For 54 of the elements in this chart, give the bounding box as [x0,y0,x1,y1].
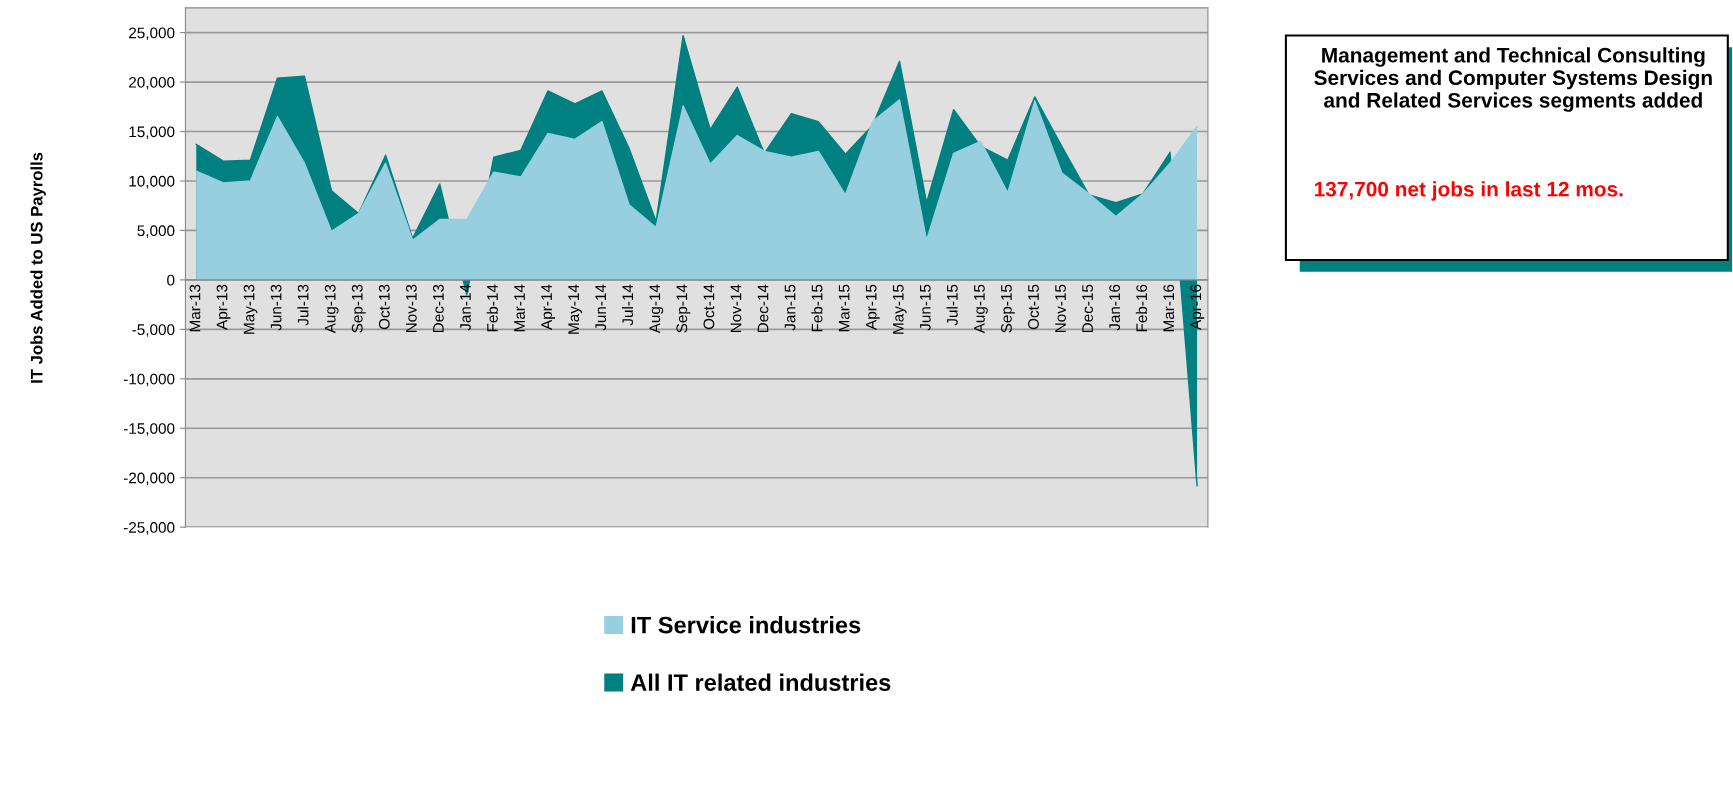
x-tick-label: Jul-15 [946,284,958,326]
x-tick-label: Jan-14 [460,284,471,331]
x-tick-label: Mar-15 [838,284,850,332]
x-tick-label: Feb-15 [811,284,823,332]
y-tick-label: -15,000 [123,423,175,436]
x-tick-label: Oct-15 [1028,284,1039,330]
x-tick-label: Oct-14 [703,284,715,330]
y-tick-label: -25,000 [123,522,175,535]
y-tick-label: 20,000 [129,76,175,90]
x-tick-label: Nov-15 [1055,284,1066,333]
x-tick-label: May-13 [243,284,258,334]
x-tick-label: Sep-13 [351,284,366,333]
x-tick-label: Nov-13 [405,284,417,333]
y-tick-label: 0 [167,274,175,286]
x-tick-label: Mar-13 [189,284,201,332]
y-tick-label: 10,000 [129,175,175,189]
text: Management and Technical Consulting Services and Computer Systems Design and Related Services segments added [1314,47,1712,112]
x-tick-label: Sep-15 [1001,284,1015,333]
y-tick-label: -5,000 [132,324,175,337]
x-tick-label: Jul-14 [621,284,634,326]
x-tick-label: Jun-14 [595,284,607,331]
x-tick-label: Apr-15 [865,284,880,330]
x-tick-label: Nov-14 [730,284,742,333]
x-tick-label: Aug-13 [324,284,339,334]
x-tick-label: May-14 [568,284,583,334]
x-tick-label: Jan-15 [784,284,796,331]
y-axis-title: IT Jobs Added to US Payrolls [30,152,46,383]
y-tick-label: 25,000 [129,27,175,41]
y-tick-label: 5,000 [137,225,175,238]
text: 137,700 net jobs in last 12 mos. [1314,181,1623,201]
x-tick-label: Feb-16 [1135,284,1148,332]
x-tick-label: May-15 [892,284,907,334]
y-tick-label: -20,000 [123,472,175,486]
x-tick-label: Aug-15 [974,284,988,334]
x-tick-label: Jul-13 [297,284,309,326]
x-tick-label: Dec-15 [1082,284,1093,333]
x-tick-label: Apr-14 [541,284,556,330]
x-tick-label: Dec-14 [757,284,769,333]
x-tick-label: Jun-15 [920,284,931,331]
y-tick-label: -10,000 [123,373,175,387]
x-tick-label: Mar-14 [514,284,525,332]
x-tick-label: Jun-13 [270,284,282,331]
legend-label: All IT related industries [630,673,891,691]
x-tick-label: Apr-13 [216,284,231,330]
x-tick-label: Aug-14 [649,284,664,334]
x-tick-label: Mar-16 [1163,284,1175,332]
x-tick-label: Feb-14 [486,284,498,332]
y-tick-label: 15,000 [129,126,175,140]
x-tick-label: Apr-16 [1190,284,1205,330]
x-tick-label: Sep-14 [676,284,691,333]
x-tick-label: Oct-13 [378,284,390,330]
legend-label: IT Service industries [631,616,861,634]
x-tick-label: Jan-16 [1109,284,1121,331]
x-tick-label: Dec-13 [432,284,444,333]
